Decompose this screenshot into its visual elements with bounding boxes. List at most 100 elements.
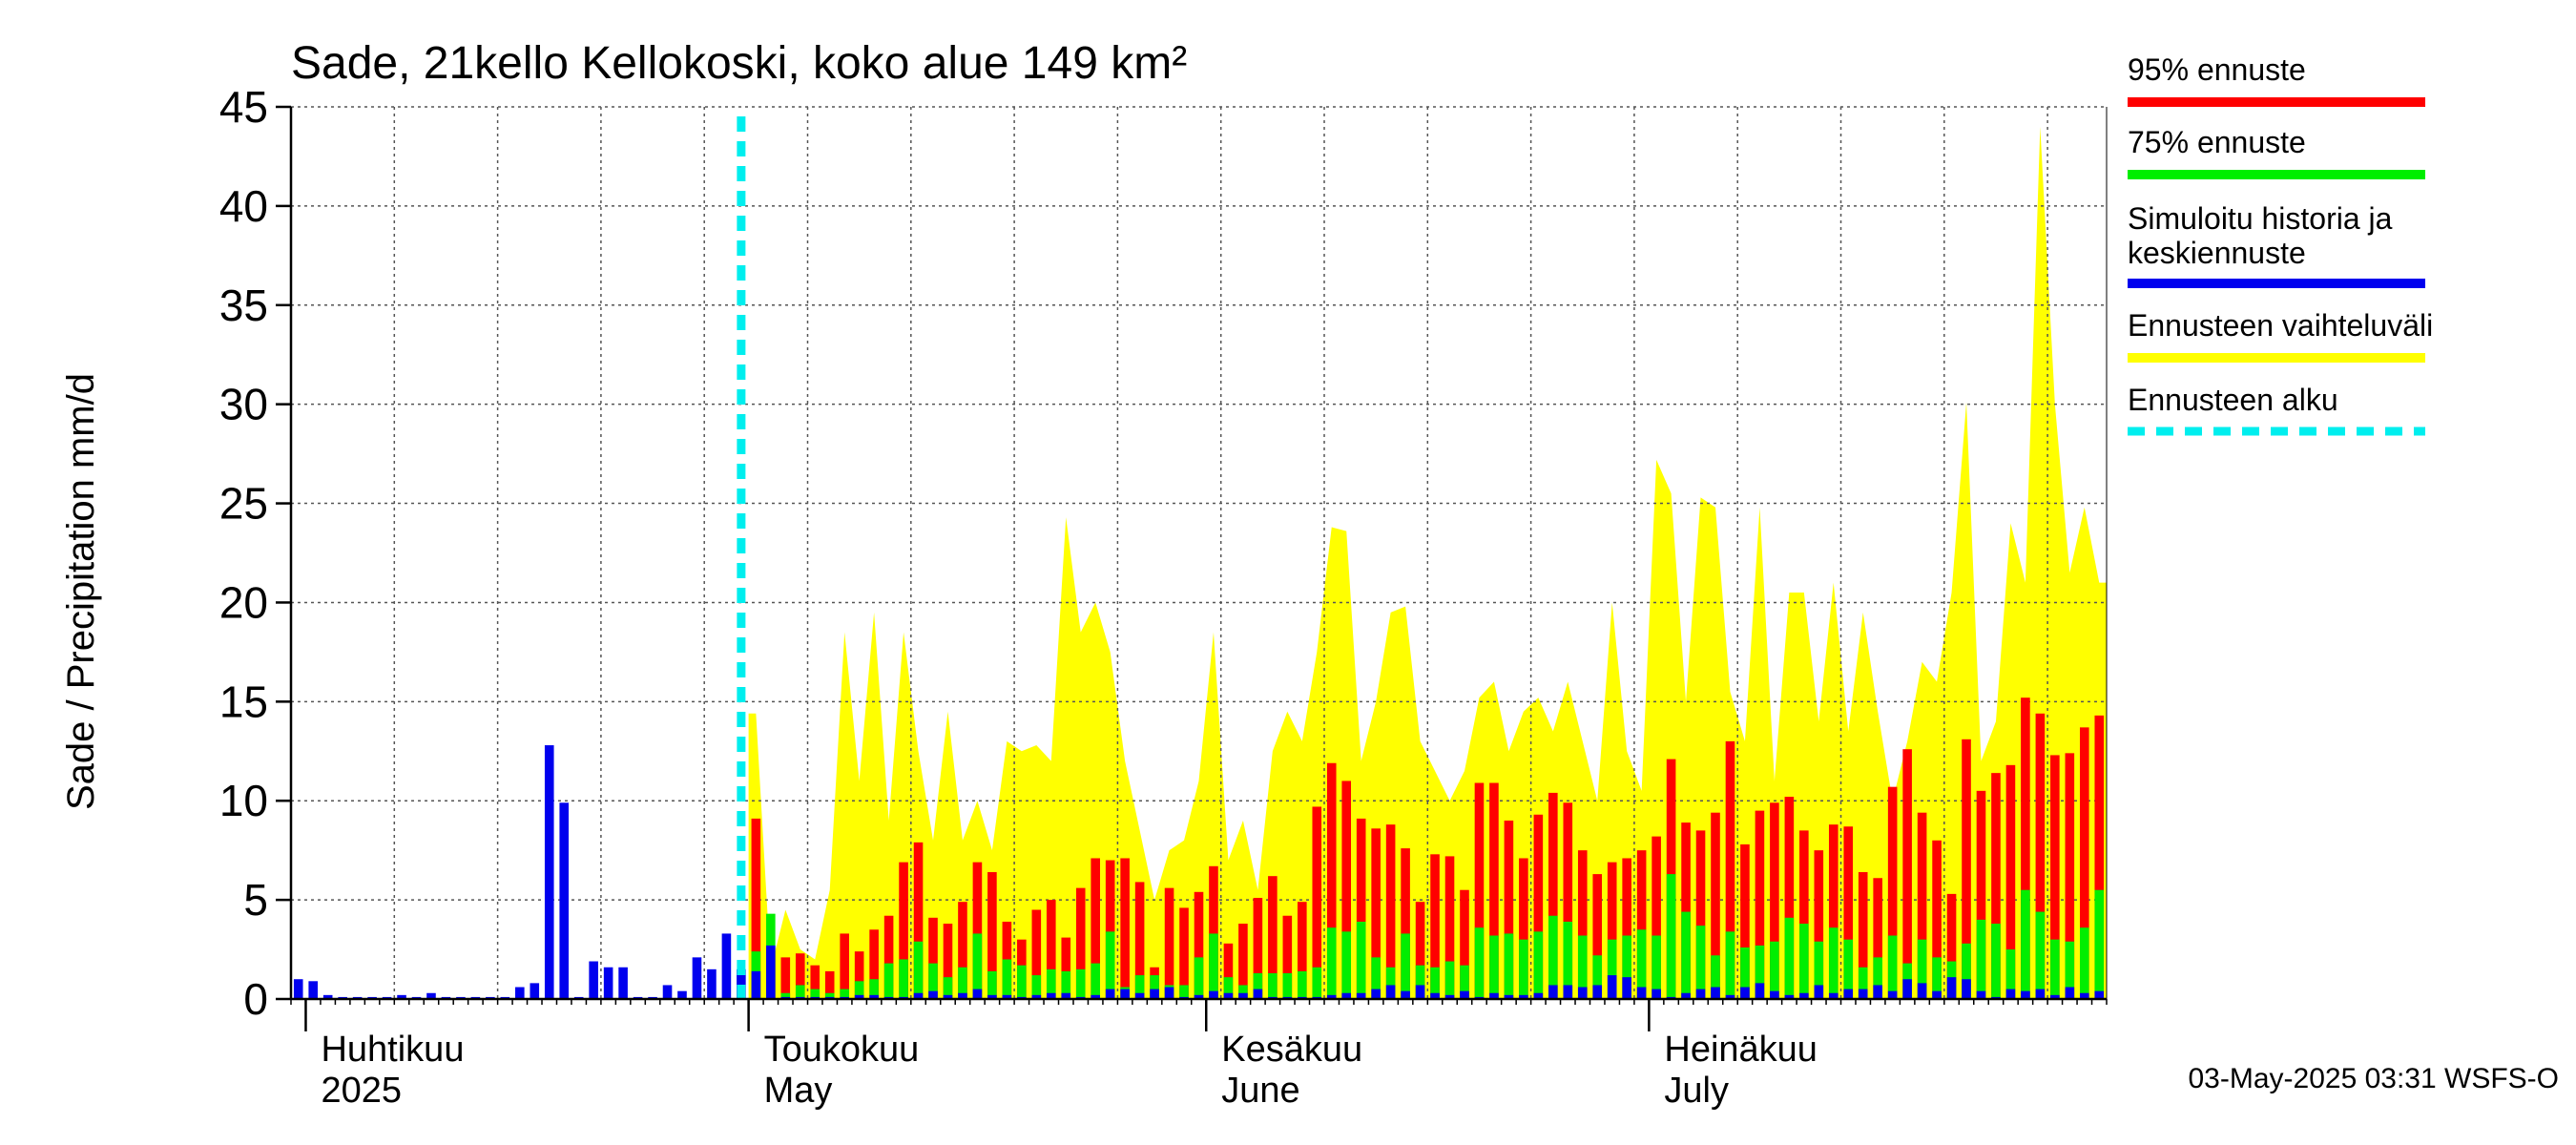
history-bar xyxy=(707,968,717,999)
forecast-median-bar xyxy=(1784,994,1795,999)
forecast-95-bar xyxy=(1091,858,1100,999)
timestamp: 03-May-2025 03:31 WSFS-O xyxy=(2189,1063,2560,1094)
forecast-95-bar xyxy=(1962,739,1971,999)
y-tick-label: 45 xyxy=(219,82,268,132)
forecast-95-bar xyxy=(1932,840,1942,999)
forecast-median-bar xyxy=(869,994,879,999)
y-tick-label: 5 xyxy=(243,875,268,925)
forecast-75-bar xyxy=(987,970,997,999)
forecast-95-bar xyxy=(1887,786,1898,999)
history-bar xyxy=(589,961,598,999)
forecast-median-bar xyxy=(1976,990,1986,999)
forecast-75-bar xyxy=(1592,955,1603,999)
forecast-95-bar xyxy=(1843,826,1854,999)
forecast-75-bar xyxy=(1430,967,1440,999)
forecast-75-bar xyxy=(1681,911,1691,999)
forecast-95-bar xyxy=(1711,812,1720,999)
forecast-95-bar xyxy=(958,902,967,999)
forecast-95-bar xyxy=(1075,887,1086,999)
forecast-75-bar xyxy=(1017,965,1027,999)
history-bar xyxy=(721,933,732,999)
forecast-median-bar xyxy=(1061,992,1071,999)
chart-title: Sade, 21kello Kellokoski, koko alue 149 … xyxy=(291,38,1187,89)
forecast-95-bar xyxy=(972,862,983,999)
y-tick-label: 35 xyxy=(219,281,268,330)
forecast-95-bar xyxy=(1031,909,1042,999)
forecast-75-bar xyxy=(1460,965,1469,999)
forecast-median-bar xyxy=(1326,994,1337,999)
forecast-95-bar xyxy=(1371,828,1381,999)
forecast-95-bar xyxy=(1681,822,1691,999)
forecast-median-bar xyxy=(1725,994,1735,999)
y-tick-label: 0 xyxy=(243,974,268,1024)
forecast-75-bar xyxy=(943,977,953,999)
forecast-75-bar xyxy=(883,963,894,999)
forecast-95-bar xyxy=(913,842,924,999)
forecast-95-bar xyxy=(810,965,821,999)
history-bar xyxy=(559,802,570,999)
forecast-median-bar xyxy=(1430,992,1440,999)
forecast-75-bar xyxy=(1917,939,1927,999)
month-label-en: June xyxy=(1221,1071,1299,1111)
forecast-95-bar xyxy=(928,917,938,999)
forecast-75-bar xyxy=(1223,977,1234,999)
forecast-95-bar xyxy=(883,915,894,999)
forecast-median-bar xyxy=(766,945,776,999)
forecast-75-bar xyxy=(1652,935,1661,999)
forecast-95-bar xyxy=(1194,891,1204,999)
forecast-75-bar xyxy=(1194,957,1204,999)
forecast-median-bar xyxy=(1504,994,1514,999)
forecast-median-bar xyxy=(1755,983,1765,999)
forecast-75-bar xyxy=(780,992,791,999)
forecast-median-bar xyxy=(2005,989,2016,999)
forecast-median-bar xyxy=(913,992,924,999)
forecast-75-bar xyxy=(1695,926,1706,999)
forecast-95-bar xyxy=(869,929,879,999)
forecast-75-bar xyxy=(1843,939,1854,999)
legend-label-forecast-start: Ennusteen alku xyxy=(2128,383,2338,417)
forecast-75-bar xyxy=(1799,924,1809,999)
forecast-95-bar xyxy=(1298,902,1307,999)
forecast-median-bar xyxy=(1356,992,1366,999)
forecast-median-bar xyxy=(1828,992,1839,999)
forecast-95-bar xyxy=(1607,862,1617,999)
forecast-75-bar xyxy=(1444,961,1455,999)
forecast-95-bar xyxy=(1341,781,1352,999)
legend-swatch-median xyxy=(2128,279,2425,288)
forecast-median-bar xyxy=(1932,990,1942,999)
forecast-75-bar xyxy=(2050,939,2060,999)
forecast-median-bar xyxy=(1164,987,1174,999)
forecast-75-bar xyxy=(1312,967,1322,999)
forecast-95-bar xyxy=(1282,915,1293,999)
forecast-median-bar xyxy=(1401,990,1410,999)
forecast-75-bar xyxy=(1548,915,1558,999)
forecast-95-bar xyxy=(1474,782,1485,999)
forecast-median-bar xyxy=(1223,992,1234,999)
forecast-95-bar xyxy=(1592,874,1603,999)
forecast-95-bar xyxy=(1976,790,1986,999)
month-label-fi: Huhtikuu xyxy=(321,1030,464,1070)
forecast-95-bar xyxy=(987,872,997,999)
forecast-75-bar xyxy=(1253,972,1263,999)
forecast-median-bar xyxy=(1253,989,1263,999)
forecast-95-bar xyxy=(1430,854,1440,999)
forecast-median-bar xyxy=(1002,994,1012,999)
forecast-median-bar xyxy=(1444,994,1455,999)
forecast-75-bar xyxy=(795,985,805,999)
forecast-median-bar xyxy=(1120,989,1130,999)
forecast-95-bar xyxy=(1725,740,1735,999)
forecast-75-bar xyxy=(1770,941,1779,999)
forecast-75-bar xyxy=(1282,972,1293,999)
forecast-75-bar xyxy=(1622,935,1631,999)
forecast-95-bar xyxy=(1873,878,1882,999)
forecast-75-bar xyxy=(1474,927,1485,999)
forecast-95-bar xyxy=(1991,773,2001,999)
forecast-95-bar xyxy=(1548,792,1558,999)
forecast-75-bar xyxy=(1976,919,1986,999)
forecast-median-bar xyxy=(1946,977,1957,999)
forecast-median-bar xyxy=(1917,983,1927,999)
forecast-95-bar xyxy=(2005,764,2016,999)
forecast-75-bar xyxy=(972,933,983,999)
history-bar xyxy=(426,992,436,999)
forecast-75-bar xyxy=(1401,933,1410,999)
